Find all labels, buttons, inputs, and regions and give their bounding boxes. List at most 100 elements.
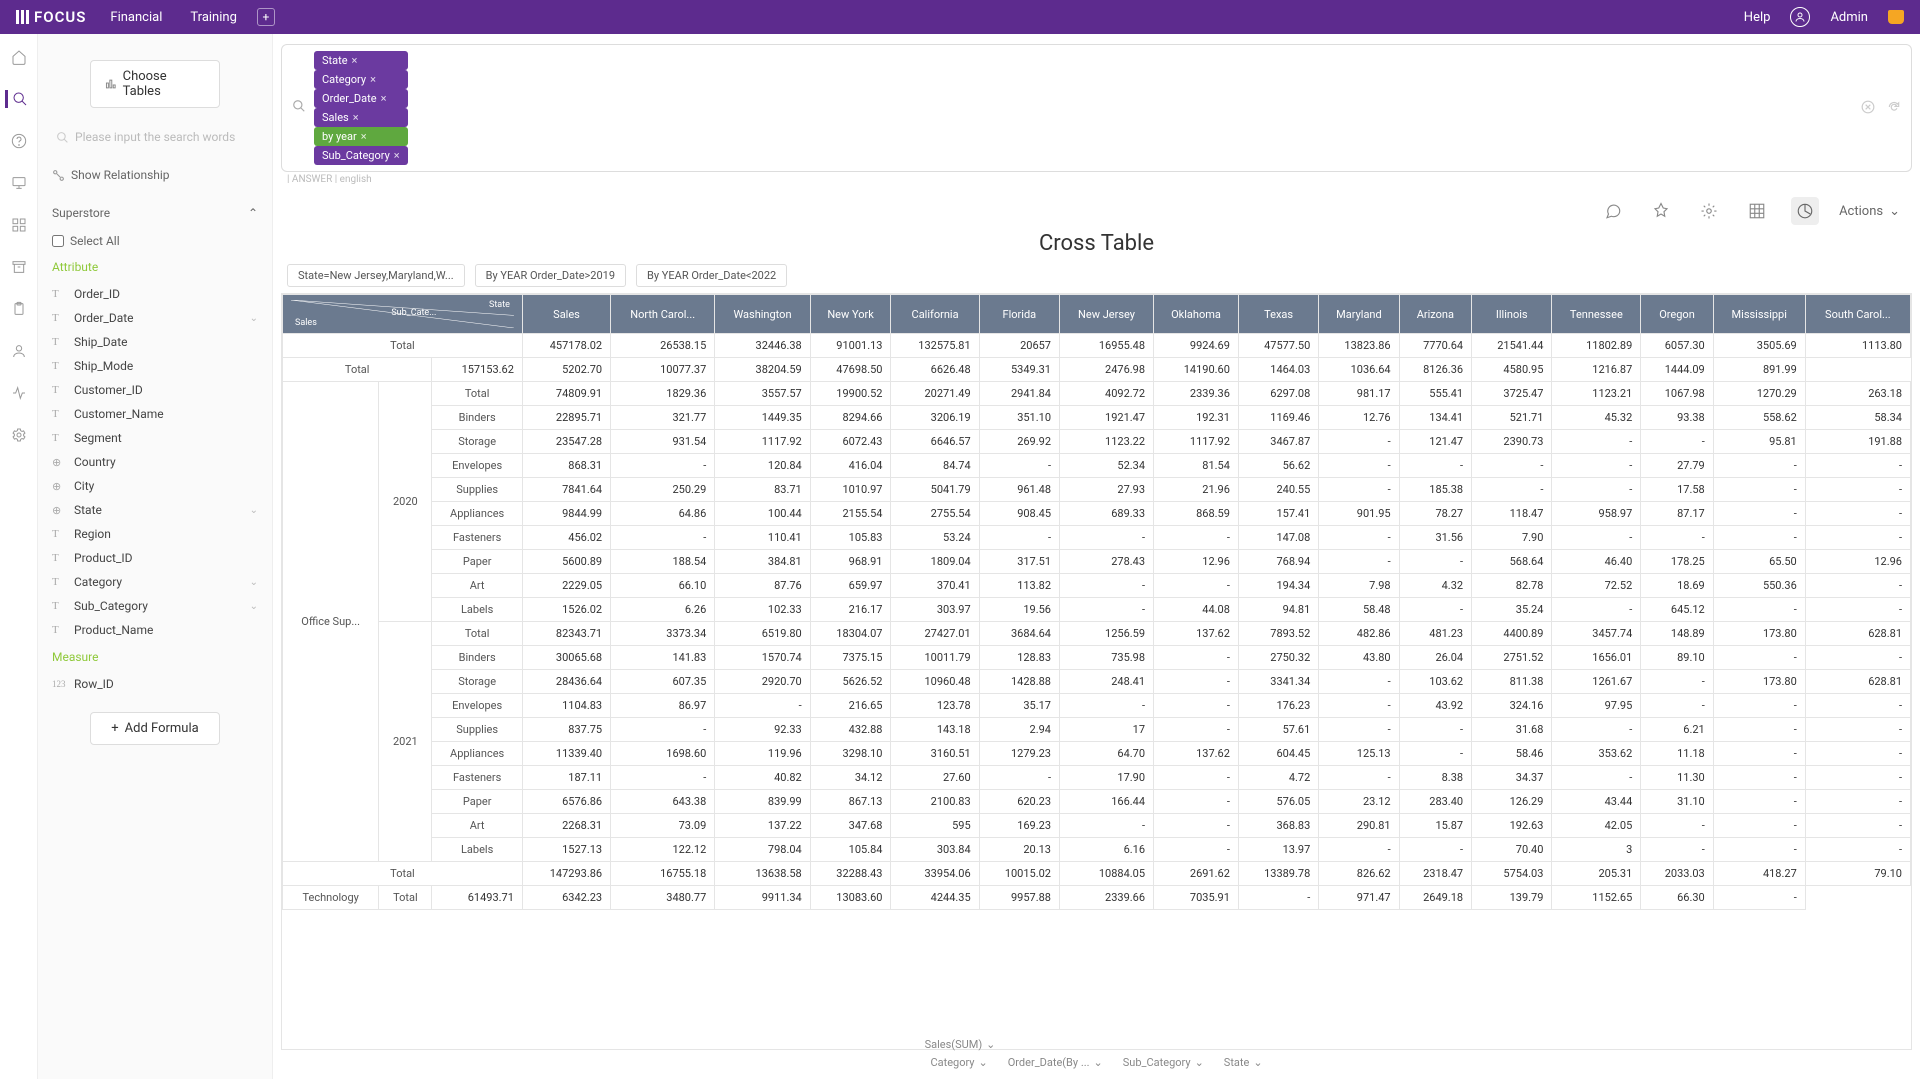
pill-sub_category[interactable]: Sub_Category× xyxy=(314,146,408,165)
topnav-financial[interactable]: Financial xyxy=(110,10,162,25)
row-header[interactable]: Total xyxy=(432,382,523,406)
remove-pill-icon[interactable]: × xyxy=(352,54,358,67)
add-tab-button[interactable]: + xyxy=(257,8,275,26)
col-header[interactable]: Washington xyxy=(715,295,810,334)
field-region[interactable]: TRegion xyxy=(48,522,262,546)
pill-order_date[interactable]: Order_Date× xyxy=(314,89,408,108)
row-header[interactable]: Art xyxy=(432,814,523,838)
footer-dim[interactable]: Sub_Category⌄ xyxy=(1123,1056,1204,1069)
col-header[interactable]: Texas xyxy=(1238,295,1318,334)
help-link[interactable]: Help xyxy=(1744,10,1771,25)
remove-pill-icon[interactable]: × xyxy=(361,130,367,143)
row-header[interactable]: Storage xyxy=(432,670,523,694)
pill-by-year[interactable]: by year× xyxy=(314,127,408,146)
row-header[interactable]: Labels xyxy=(432,838,523,862)
row-header[interactable]: Labels xyxy=(432,598,523,622)
col-header[interactable]: California xyxy=(891,295,979,334)
help-nav-icon[interactable] xyxy=(10,132,28,150)
activity-icon[interactable] xyxy=(10,384,28,402)
select-all-row[interactable]: Select All xyxy=(48,232,262,250)
field-product_id[interactable]: TProduct_ID xyxy=(48,546,262,570)
row-header[interactable]: Fasteners xyxy=(432,766,523,790)
row-header[interactable]: Supplies xyxy=(432,718,523,742)
col-header[interactable]: Tennessee xyxy=(1552,295,1641,334)
field-search[interactable]: Please input the search words xyxy=(48,126,262,148)
row-header[interactable]: Storage xyxy=(432,430,523,454)
config-icon[interactable] xyxy=(1695,197,1723,225)
col-header[interactable]: Sales xyxy=(522,295,610,334)
row-header[interactable]: Fasteners xyxy=(432,526,523,550)
col-header[interactable]: Oklahoma xyxy=(1154,295,1239,334)
row-header[interactable]: 2021 xyxy=(379,622,432,862)
row-header[interactable]: Envelopes xyxy=(432,694,523,718)
actions-dropdown[interactable]: Actions ⌄ xyxy=(1839,204,1900,219)
row-header[interactable]: Paper xyxy=(432,550,523,574)
field-order_date[interactable]: TOrder_Date⌄ xyxy=(48,306,262,330)
col-header[interactable]: Illinois xyxy=(1472,295,1552,334)
col-header[interactable]: Florida xyxy=(979,295,1059,334)
topnav-training[interactable]: Training xyxy=(190,10,236,25)
add-formula-button[interactable]: + Add Formula xyxy=(90,712,220,745)
field-customer_id[interactable]: TCustomer_ID xyxy=(48,378,262,402)
field-category[interactable]: TCategory⌄ xyxy=(48,570,262,594)
row-header[interactable]: Total xyxy=(379,886,432,910)
row-header[interactable]: Total xyxy=(283,358,432,382)
remove-pill-icon[interactable]: × xyxy=(394,149,400,162)
row-header[interactable]: Total xyxy=(283,334,523,358)
footer-dim[interactable]: Category⌄ xyxy=(930,1056,987,1069)
user-name[interactable]: Admin xyxy=(1830,10,1868,25)
field-ship_mode[interactable]: TShip_Mode xyxy=(48,354,262,378)
show-relationship-toggle[interactable]: Show Relationship xyxy=(48,162,262,188)
remove-pill-icon[interactable]: × xyxy=(370,73,376,86)
comment-icon[interactable] xyxy=(1599,197,1627,225)
pill-category[interactable]: Category× xyxy=(314,70,408,89)
row-header[interactable]: Appliances xyxy=(432,742,523,766)
row-header[interactable]: 2020 xyxy=(379,382,432,622)
field-city[interactable]: ⊕City xyxy=(48,474,262,498)
select-all-checkbox[interactable] xyxy=(52,235,64,247)
cross-table[interactable]: StateSub_Cate...SalesSalesNorth Carol...… xyxy=(281,293,1912,1050)
row-header[interactable]: Binders xyxy=(432,646,523,670)
field-sub_category[interactable]: TSub_Category⌄ xyxy=(48,594,262,618)
footer-measure[interactable]: Sales(SUM)⌄ xyxy=(925,1038,996,1051)
user-avatar-icon[interactable] xyxy=(1790,7,1810,27)
row-header[interactable]: Binders xyxy=(432,406,523,430)
clear-query-icon[interactable] xyxy=(1861,100,1875,117)
choose-tables-button[interactable]: Choose Tables xyxy=(90,60,220,108)
filter-chip[interactable]: State=New Jersey,Maryland,W... xyxy=(287,264,465,287)
row-header[interactable]: Supplies xyxy=(432,478,523,502)
row-header[interactable]: Total xyxy=(432,622,523,646)
pill-sales[interactable]: Sales× xyxy=(314,108,408,127)
clipboard-icon[interactable] xyxy=(10,300,28,318)
remove-pill-icon[interactable]: × xyxy=(381,92,387,105)
row-header[interactable]: Technology xyxy=(283,886,379,910)
search-nav-icon[interactable] xyxy=(5,90,29,108)
datasource-header[interactable]: Superstore ⌃ xyxy=(48,202,262,224)
pill-state[interactable]: State× xyxy=(314,51,408,70)
footer-dim[interactable]: Order_Date(By ...⌄ xyxy=(1008,1056,1103,1069)
filter-chip[interactable]: By YEAR Order_Date<2022 xyxy=(636,264,787,287)
settings-nav-icon[interactable] xyxy=(10,426,28,444)
col-header[interactable]: North Carol... xyxy=(611,295,715,334)
footer-dim[interactable]: State⌄ xyxy=(1224,1056,1263,1069)
col-header[interactable]: Oregon xyxy=(1641,295,1713,334)
row-header[interactable]: Paper xyxy=(432,790,523,814)
table-view-icon[interactable] xyxy=(1743,197,1771,225)
col-header[interactable]: Arizona xyxy=(1399,295,1471,334)
field-row_id[interactable]: 123Row_ID xyxy=(48,672,262,696)
row-header[interactable]: Envelopes xyxy=(432,454,523,478)
user-nav-icon[interactable] xyxy=(10,342,28,360)
row-header[interactable]: Appliances xyxy=(432,502,523,526)
row-header[interactable]: Art xyxy=(432,574,523,598)
pin-icon[interactable] xyxy=(1647,197,1675,225)
field-product_name[interactable]: TProduct_Name xyxy=(48,618,262,642)
field-country[interactable]: ⊕Country xyxy=(48,450,262,474)
field-segment[interactable]: TSegment xyxy=(48,426,262,450)
field-state[interactable]: ⊕State⌄ xyxy=(48,498,262,522)
col-header[interactable]: Maryland xyxy=(1319,295,1399,334)
col-header[interactable]: Mississippi xyxy=(1713,295,1805,334)
field-order_id[interactable]: TOrder_ID xyxy=(48,282,262,306)
col-header[interactable]: New Jersey xyxy=(1060,295,1154,334)
home-icon[interactable] xyxy=(10,48,28,66)
col-header[interactable]: South Carol... xyxy=(1805,295,1910,334)
